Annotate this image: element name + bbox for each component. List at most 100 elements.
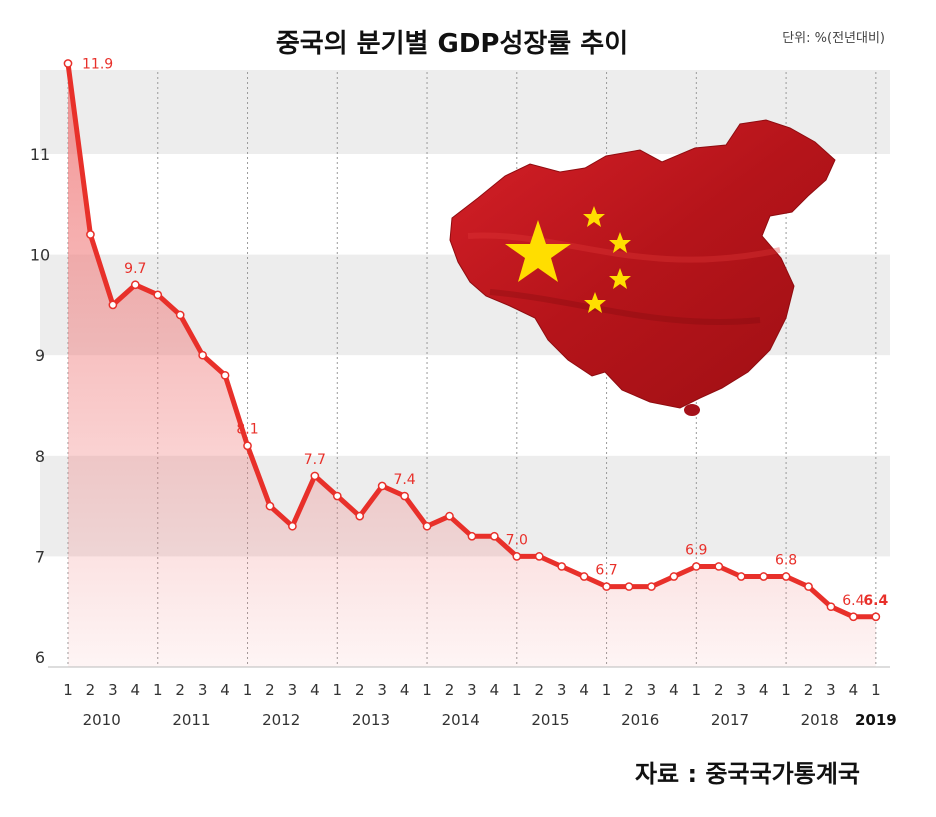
quarter-tick-label: 3 xyxy=(736,681,746,699)
y-tick-label: 6 xyxy=(35,648,45,667)
data-label: 6.4 xyxy=(842,593,864,609)
data-point xyxy=(557,562,567,571)
area-fill xyxy=(68,63,876,667)
quarter-tick-label: 2 xyxy=(265,681,275,699)
y-tick-label: 11 xyxy=(30,145,50,164)
data-point xyxy=(512,552,522,561)
data-point xyxy=(445,511,454,521)
quarter-tick-label: 2 xyxy=(804,681,814,699)
quarter-tick-label: 2 xyxy=(534,681,544,699)
data-label: 8.1 xyxy=(236,422,258,438)
data-points xyxy=(63,59,881,622)
data-point xyxy=(86,230,95,239)
unit-label: 단위: %(전년대비) xyxy=(782,31,885,46)
year-label: 2014 xyxy=(442,711,480,729)
quarter-tick-label: 3 xyxy=(647,681,657,699)
y-tick-label: 10 xyxy=(30,246,50,265)
quarter-tick-label: 1 xyxy=(602,681,612,699)
year-label: 2019 xyxy=(855,711,897,729)
data-point xyxy=(579,572,589,581)
source-label: 자료 : 중국국가통계국 xyxy=(635,760,860,788)
data-point xyxy=(220,370,230,380)
data-point xyxy=(153,290,163,300)
data-point xyxy=(243,441,252,451)
quarter-tick-label: 1 xyxy=(692,681,702,699)
quarter-tick-label: 2 xyxy=(445,681,455,699)
data-point xyxy=(265,501,275,511)
quarter-tick-label: 1 xyxy=(243,681,253,699)
data-point xyxy=(647,582,656,591)
quarter-tick-label: 3 xyxy=(557,681,567,699)
data-labels: 11.9 9.7 8.1 7.7 7.4 7.0 6.7 6.9 6.8 6.46.4 xyxy=(82,56,888,608)
quarter-tick-label: 1 xyxy=(512,681,522,699)
quarter-tick-label: 4 xyxy=(220,681,230,699)
data-point xyxy=(422,521,432,531)
year-label: 2010 xyxy=(83,711,121,729)
data-point xyxy=(355,511,365,521)
data-point xyxy=(310,471,320,481)
data-point xyxy=(602,582,611,591)
data-point xyxy=(624,582,634,591)
year-label: 2012 xyxy=(262,711,300,729)
data-point xyxy=(288,521,297,531)
quarter-tick-label: 4 xyxy=(490,681,500,699)
quarter-tick-label: 3 xyxy=(467,681,477,699)
quarter-tick-label: 1 xyxy=(153,681,163,699)
data-point xyxy=(400,491,409,501)
data-point xyxy=(490,531,499,541)
year-label: 2016 xyxy=(621,711,659,729)
data-point xyxy=(871,612,881,622)
data-point xyxy=(130,280,140,290)
quarter-tick-label: 4 xyxy=(849,681,859,699)
year-label: 2017 xyxy=(711,711,749,729)
y-axis-ticks: 6 7 8 9 10 11 xyxy=(30,145,50,667)
data-point xyxy=(759,572,768,581)
quarter-tick-label: 2 xyxy=(714,681,724,699)
data-point xyxy=(804,582,813,591)
year-label: 2015 xyxy=(531,711,569,729)
quarter-tick-label: 3 xyxy=(288,681,298,699)
data-label: 6.9 xyxy=(685,542,707,558)
data-point xyxy=(826,602,836,612)
data-point xyxy=(781,572,791,581)
data-point xyxy=(534,552,544,561)
data-point xyxy=(175,310,185,320)
data-point xyxy=(108,300,118,310)
quarter-tick-label: 4 xyxy=(579,681,589,699)
quarter-tick-label: 3 xyxy=(377,681,387,699)
quarter-tick-label: 2 xyxy=(355,681,365,699)
quarter-tick-label: 1 xyxy=(63,681,73,699)
year-label: 2013 xyxy=(352,711,390,729)
data-point xyxy=(691,562,701,571)
data-point xyxy=(198,350,207,360)
y-tick-label: 7 xyxy=(35,547,45,566)
data-label: 6.4 xyxy=(863,593,888,609)
quarter-tick-label: 3 xyxy=(108,681,118,699)
y-tick-label: 9 xyxy=(35,346,45,365)
data-point xyxy=(63,59,73,68)
data-point xyxy=(332,491,342,501)
china-flag-map-icon xyxy=(449,119,836,416)
y-tick-label: 8 xyxy=(35,447,45,466)
data-label: 6.7 xyxy=(595,563,617,579)
data-point xyxy=(849,612,858,622)
chart-title: 중국의 분기별 GDP성장률 추이 xyxy=(276,29,628,59)
data-point xyxy=(714,562,724,571)
quarter-tick-label: 4 xyxy=(669,681,679,699)
year-label: 2011 xyxy=(172,711,210,729)
quarter-tick-label: 1 xyxy=(781,681,791,699)
quarter-tick-label: 4 xyxy=(400,681,410,699)
quarter-tick-label: 2 xyxy=(624,681,634,699)
quarter-tick-label: 3 xyxy=(826,681,836,699)
quarter-tick-label: 1 xyxy=(422,681,432,699)
data-label: 7.4 xyxy=(393,472,415,488)
quarter-tick-label: 4 xyxy=(310,681,320,699)
quarter-tick-label: 1 xyxy=(333,681,343,699)
quarter-tick-label: 3 xyxy=(198,681,208,699)
data-label: 7.7 xyxy=(304,452,326,468)
data-label: 9.7 xyxy=(124,261,146,277)
year-label: 2018 xyxy=(801,711,839,729)
data-point xyxy=(467,531,477,541)
